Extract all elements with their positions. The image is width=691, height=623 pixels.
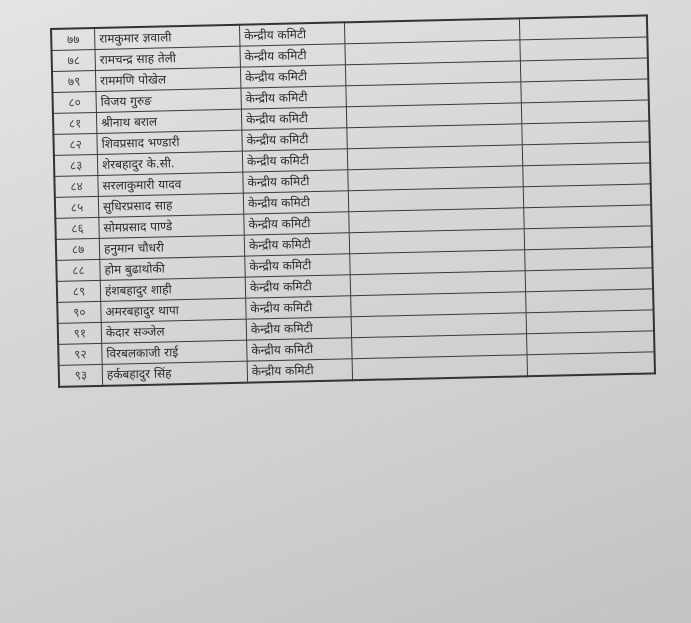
committee-cell: केन्द्रीय कमिटी xyxy=(239,22,345,47)
blank-cell xyxy=(525,267,654,292)
blank-cell xyxy=(519,15,648,40)
blank-cell xyxy=(521,120,650,145)
row-number: ८२ xyxy=(53,133,98,156)
committee-cell: केन्द्रीय कमिटी xyxy=(247,358,353,383)
row-number: ७८ xyxy=(51,49,96,72)
blank-cell xyxy=(524,246,653,271)
blank-cell xyxy=(522,141,651,166)
blank-cell xyxy=(519,36,648,61)
row-number: ८८ xyxy=(56,259,101,282)
committee-cell: केन्द्रीय कमिटी xyxy=(244,232,350,257)
blank-cell xyxy=(523,183,652,208)
row-number: ८१ xyxy=(52,112,97,135)
committee-cell: केन्द्रीय कमिटी xyxy=(244,253,351,278)
row-number: ८५ xyxy=(54,196,99,219)
document-sheet: ७७ रामकुमार ज्ञवाली केन्द्रीय कमिटी ७८ रामचन… xyxy=(50,14,657,388)
member-name: हर्कबहादुर सिंह xyxy=(102,361,248,386)
committee-cell: केन्द्रीय कमिटी xyxy=(243,190,349,215)
blank-cell xyxy=(525,288,654,313)
committee-cell: केन्द्रीय कमिटी xyxy=(246,337,353,362)
committee-cell: केन्द्रीय कमिटी xyxy=(241,106,347,131)
blank-cell xyxy=(520,57,649,82)
blank-cell xyxy=(526,309,655,334)
blank-cell xyxy=(523,204,652,229)
committee-cell: केन्द्रीय कमिटी xyxy=(243,211,350,236)
row-number: ८३ xyxy=(53,154,98,177)
committee-cell: केन्द्रीय कमिटी xyxy=(242,148,348,173)
committee-cell: केन्द्रीय कमिटी xyxy=(245,274,351,299)
blank-cell xyxy=(520,78,649,103)
row-number: ८० xyxy=(52,91,97,114)
row-number: ७९ xyxy=(51,70,96,93)
row-number: ७७ xyxy=(51,27,95,51)
blank-cell xyxy=(352,354,528,381)
blank-cell xyxy=(527,351,655,377)
row-number: ८६ xyxy=(55,217,100,240)
blank-cell xyxy=(521,99,650,124)
committee-cell: केन्द्रीय कमिटी xyxy=(241,127,348,152)
blank-cell xyxy=(524,225,653,250)
row-number: ८९ xyxy=(56,280,101,303)
row-number: ९२ xyxy=(58,343,103,366)
row-number: ९० xyxy=(57,301,102,324)
row-number: ८४ xyxy=(54,175,99,198)
row-number: ९१ xyxy=(57,322,102,345)
blank-cell xyxy=(526,330,655,355)
row-number: ९३ xyxy=(58,364,103,387)
committee-cell: केन्द्रीय कमिटी xyxy=(239,43,346,68)
committee-cell: केन्द्रीय कमिटी xyxy=(246,316,352,341)
blank-cell xyxy=(522,162,651,187)
member-table: ७७ रामकुमार ज्ञवाली केन्द्रीय कमिटी ७८ रामचन… xyxy=(50,14,657,388)
committee-cell: केन्द्रीय कमिटी xyxy=(245,295,352,320)
committee-cell: केन्द्रीय कमिटी xyxy=(240,64,346,89)
row-number: ८७ xyxy=(55,238,100,261)
committee-cell: केन्द्रीय कमिटी xyxy=(240,85,347,110)
committee-cell: केन्द्रीय कमिटी xyxy=(242,169,349,194)
